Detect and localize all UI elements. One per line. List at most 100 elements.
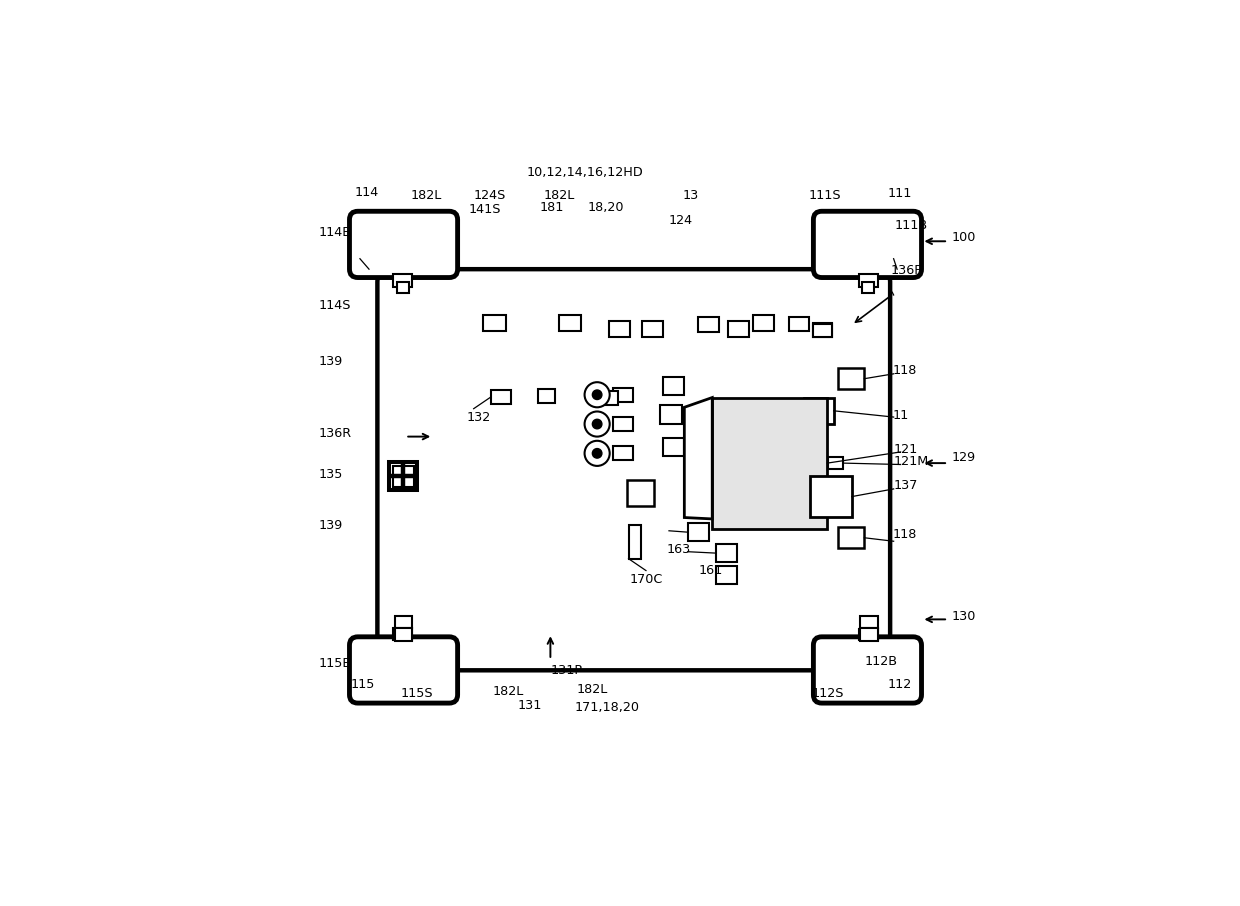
- Bar: [613, 417, 632, 431]
- Bar: [712, 398, 827, 529]
- Text: 137: 137: [894, 479, 918, 492]
- Text: 163: 163: [667, 543, 691, 556]
- Circle shape: [584, 411, 610, 437]
- Text: 181: 181: [539, 201, 564, 215]
- Text: 182L: 182L: [577, 682, 608, 696]
- FancyBboxPatch shape: [350, 637, 458, 703]
- Text: 170C: 170C: [630, 573, 663, 586]
- Bar: [629, 525, 641, 559]
- Bar: [859, 274, 878, 286]
- Bar: [862, 282, 874, 293]
- Text: 161: 161: [698, 564, 723, 577]
- Bar: [393, 274, 412, 286]
- Bar: [838, 368, 864, 390]
- Text: 130: 130: [951, 610, 976, 623]
- Bar: [613, 388, 632, 401]
- FancyBboxPatch shape: [377, 269, 890, 670]
- Bar: [810, 477, 852, 516]
- Text: 182L: 182L: [543, 189, 574, 202]
- Text: 182L: 182L: [492, 685, 523, 698]
- Text: 115S: 115S: [401, 687, 433, 699]
- Text: 129: 129: [951, 451, 976, 464]
- Bar: [559, 315, 582, 331]
- Text: 182L: 182L: [410, 189, 443, 202]
- Bar: [389, 462, 417, 490]
- Text: 115B: 115B: [319, 657, 352, 670]
- Bar: [861, 629, 878, 641]
- Text: 135: 135: [319, 468, 343, 481]
- Text: 111B: 111B: [895, 219, 928, 233]
- Bar: [491, 390, 511, 404]
- Text: 114S: 114S: [319, 299, 351, 312]
- Bar: [393, 628, 412, 641]
- Bar: [613, 447, 632, 460]
- Bar: [715, 544, 737, 562]
- Circle shape: [593, 448, 601, 458]
- Bar: [397, 282, 409, 293]
- Bar: [828, 457, 843, 469]
- Polygon shape: [684, 398, 712, 519]
- Text: 139: 139: [319, 519, 343, 532]
- Bar: [813, 324, 832, 337]
- Text: 100: 100: [951, 231, 976, 245]
- Circle shape: [593, 390, 601, 400]
- Circle shape: [584, 441, 610, 466]
- Text: 18,20: 18,20: [588, 201, 625, 215]
- Text: 131: 131: [517, 699, 542, 712]
- Text: 131P: 131P: [551, 664, 583, 677]
- Text: 112S: 112S: [812, 687, 844, 699]
- Bar: [397, 626, 409, 637]
- Bar: [688, 523, 709, 541]
- Text: 118: 118: [893, 364, 916, 377]
- Bar: [627, 480, 653, 506]
- Text: 112: 112: [888, 678, 913, 690]
- Circle shape: [584, 382, 610, 408]
- Bar: [861, 616, 878, 629]
- Bar: [609, 322, 630, 337]
- Bar: [838, 527, 864, 548]
- FancyBboxPatch shape: [813, 211, 921, 277]
- Text: 118: 118: [893, 528, 916, 541]
- Bar: [862, 626, 874, 637]
- Bar: [394, 629, 412, 641]
- Text: 112B: 112B: [864, 655, 898, 668]
- Text: 171,18,20: 171,18,20: [574, 700, 639, 714]
- Text: 114B: 114B: [319, 226, 352, 238]
- Circle shape: [593, 419, 601, 429]
- Bar: [642, 322, 663, 337]
- Text: 111: 111: [888, 188, 913, 200]
- Bar: [859, 629, 878, 641]
- Bar: [538, 390, 556, 403]
- Bar: [660, 404, 682, 424]
- Text: 136R: 136R: [319, 427, 352, 439]
- Text: 139: 139: [319, 355, 343, 368]
- Text: 13: 13: [683, 189, 699, 202]
- Text: 111S: 111S: [808, 189, 841, 202]
- Bar: [753, 315, 774, 331]
- FancyBboxPatch shape: [813, 637, 921, 703]
- Bar: [394, 616, 412, 629]
- Text: 124S: 124S: [474, 189, 506, 202]
- Bar: [600, 391, 618, 405]
- Text: 10,12,14,16,12HD: 10,12,14,16,12HD: [527, 167, 644, 179]
- FancyBboxPatch shape: [350, 211, 458, 277]
- Bar: [715, 566, 737, 584]
- Text: 121: 121: [894, 443, 918, 456]
- Bar: [728, 322, 749, 337]
- Bar: [813, 323, 832, 337]
- Text: 114: 114: [355, 186, 378, 199]
- Bar: [484, 315, 506, 331]
- Text: 136F: 136F: [890, 264, 921, 277]
- Bar: [663, 438, 684, 456]
- Text: 124: 124: [670, 214, 693, 226]
- Bar: [805, 398, 833, 424]
- Bar: [789, 316, 808, 331]
- Text: 132: 132: [466, 410, 491, 424]
- Text: 141S: 141S: [467, 203, 501, 217]
- Text: 121M: 121M: [894, 455, 929, 467]
- Bar: [663, 377, 684, 395]
- Text: 115: 115: [351, 678, 376, 690]
- Text: 11: 11: [893, 410, 909, 422]
- Bar: [698, 316, 719, 332]
- Bar: [393, 466, 414, 487]
